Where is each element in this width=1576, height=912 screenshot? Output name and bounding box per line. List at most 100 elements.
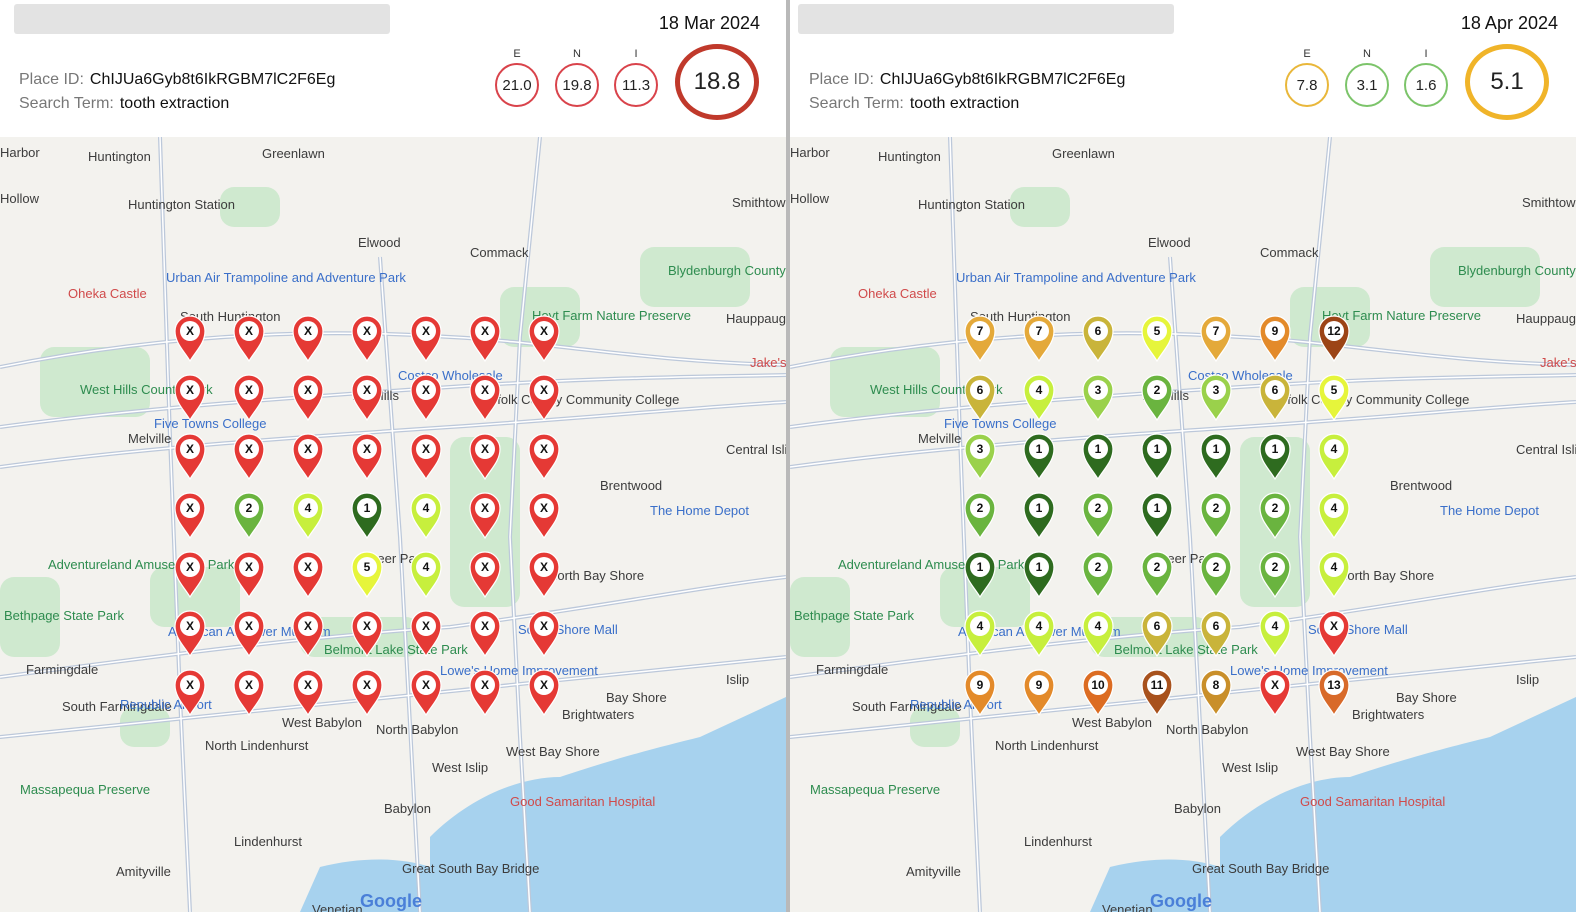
rank-pin-value: 2 (1154, 560, 1161, 574)
map-label: North Babylon (376, 722, 458, 737)
panel-header: 18 Apr 2024 Place ID: ChIJUa6Gyb8t6IkRGBM… (790, 0, 1576, 137)
rank-pin: 1 (1141, 492, 1173, 540)
rank-pin-badge (1206, 616, 1226, 636)
rank-pin: 1 (1259, 433, 1291, 481)
map-canvas[interactable]: Harbor Huntington Greenlawn Hollow Huntingto… (0, 137, 786, 912)
rank-pin-value: X (363, 383, 371, 397)
rank-pin-value: 2 (1154, 383, 1161, 397)
rank-pin-value: 11 (1151, 678, 1164, 692)
park-area (220, 187, 280, 227)
rank-pin-badge (534, 498, 554, 518)
map-label: Venetian (312, 902, 363, 912)
rank-pin-badge (1324, 439, 1344, 459)
metric-e-value: 21.0 (495, 63, 539, 107)
rank-pin: 10 (1082, 669, 1114, 717)
rank-pin-badge (298, 616, 318, 636)
rank-pin: 9 (964, 669, 996, 717)
metric-n-label: N (573, 48, 581, 60)
rank-pin-value: X (481, 442, 489, 456)
rank-pin-badge (239, 675, 259, 695)
rank-pin-value: X (540, 324, 548, 338)
rank-pin: 2 (1200, 551, 1232, 599)
rank-pin-badge (1147, 675, 1167, 695)
report-date: 18 Apr 2024 (1460, 13, 1558, 33)
metric-n-value: 3.1 (1345, 63, 1389, 107)
rank-pin-badge (416, 675, 436, 695)
map-label: West Babylon (1072, 715, 1152, 730)
rank-pin: 4 (292, 492, 324, 540)
metric-overall-value: 5.1 (1465, 44, 1549, 120)
rank-pin-badge (416, 498, 436, 518)
map-label: Elwood (358, 235, 401, 250)
rank-pin-badge (180, 557, 200, 577)
rank-pin-badge (180, 321, 200, 341)
map-view[interactable]: Harbor Huntington Greenlawn Hollow Huntingto… (790, 137, 1576, 912)
map-label: Lowe's Home Improvement (440, 663, 598, 678)
bay-water (430, 697, 786, 912)
rank-pin: X (292, 433, 324, 481)
map-label: Adventureland Amusement Park (48, 557, 235, 572)
map-label: South Farmingdale (62, 699, 172, 714)
map-label: Melville (918, 431, 961, 446)
rank-pin-badge (970, 321, 990, 341)
rank-pin: 4 (410, 551, 442, 599)
rank-pin-badge (1147, 321, 1167, 341)
rank-pin-value: 3 (977, 442, 984, 456)
metric-i: I 11.3 (614, 47, 658, 107)
park-area (790, 577, 850, 657)
rank-pin-value: 6 (977, 383, 984, 397)
map-label: Brightwaters (1352, 707, 1425, 722)
rank-pin-value: 1 (1272, 442, 1279, 456)
rank-pin-badge (1088, 380, 1108, 400)
metric-e-label: E (513, 48, 521, 60)
bay-water (1090, 859, 1220, 912)
map-label: Farmingdale (816, 662, 888, 677)
rank-pin-value: 6 (1095, 324, 1102, 338)
rank-pin: 12 (1318, 315, 1350, 363)
rank-pin: X (410, 315, 442, 363)
rank-pin: 4 (1318, 433, 1350, 481)
rank-pin: 4 (1023, 610, 1055, 658)
rank-pin-value: 4 (1272, 619, 1279, 633)
rank-pin-value: 6 (1154, 619, 1161, 633)
rank-pin-badge (239, 498, 259, 518)
rank-pin: X (351, 433, 383, 481)
map-label: Central Islip (1516, 442, 1576, 457)
rank-pin-badge (298, 321, 318, 341)
rank-pin-value: X (245, 678, 253, 692)
map-label: North Bay Shore (1338, 568, 1434, 583)
rank-pin-value: X (245, 324, 253, 338)
rank-pin: 2 (1082, 551, 1114, 599)
map-label: Lowe's Home Improvement (1230, 663, 1388, 678)
rank-pin: 4 (410, 492, 442, 540)
panel-divider (786, 0, 790, 912)
rank-pin-badge (475, 675, 495, 695)
rank-pin-value: 2 (1213, 501, 1220, 515)
place-id-row: Place ID: ChIJUa6Gyb8t6IkRGBM7lC2F6Eg (19, 71, 335, 89)
rank-pin-badge (475, 380, 495, 400)
highway-road-center (790, 656, 1576, 738)
park-area (120, 707, 170, 747)
rank-pin-badge (1265, 498, 1285, 518)
map-label: Great South Bay Bridge (402, 861, 539, 876)
rank-pin-badge (1029, 616, 1049, 636)
search-term-row: Search Term: tooth extraction (809, 95, 1019, 113)
rank-pin-value: 3 (1213, 383, 1220, 397)
rank-pin-badge (1147, 439, 1167, 459)
map-label: Huntington (878, 149, 941, 164)
map-label: The Home Depot (650, 503, 749, 518)
rank-pin-value: 1 (1036, 442, 1043, 456)
rank-pin-badge (970, 616, 990, 636)
place-id-label: Place ID: (19, 71, 84, 88)
rank-pin-badge (970, 675, 990, 695)
rank-pin-badge (180, 675, 200, 695)
rank-pin-value: 9 (1272, 324, 1279, 338)
map-label: Melville (128, 431, 171, 446)
report-date: 18 Mar 2024 (658, 13, 760, 33)
rank-pin-badge (357, 498, 377, 518)
rank-pin-value: 7 (1213, 324, 1220, 338)
map-view[interactable]: Harbor Huntington Greenlawn Hollow Huntingto… (0, 137, 786, 912)
map-canvas[interactable]: Harbor Huntington Greenlawn Hollow Huntingto… (790, 137, 1576, 912)
rank-pin-value: X (1271, 678, 1279, 692)
rank-pin-value: 5 (1154, 324, 1161, 338)
